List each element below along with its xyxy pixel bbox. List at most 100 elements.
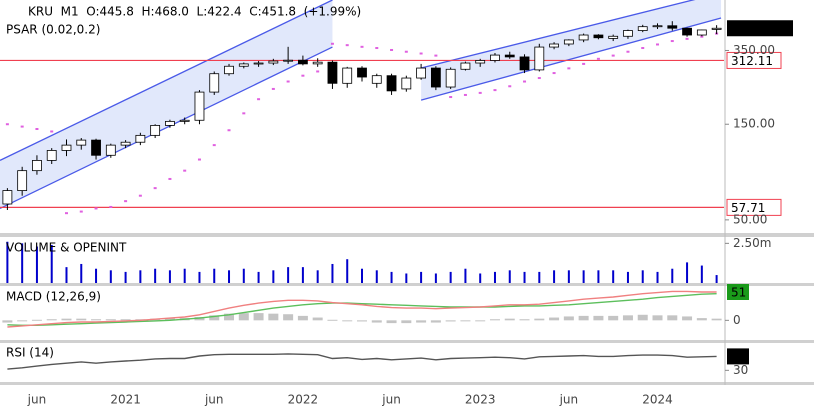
y-tick-label: 0 — [733, 313, 741, 327]
candle-body — [253, 62, 264, 65]
volume-bar — [228, 270, 231, 283]
y-tick-label: 350.00 — [733, 43, 775, 57]
psar-dot — [611, 54, 615, 57]
level-label: 312.11 — [731, 54, 773, 68]
volume-bar — [656, 271, 659, 283]
volume-bar — [316, 270, 319, 283]
psar-dot — [5, 123, 9, 126]
psar-dot — [523, 80, 527, 83]
last-value-label: 51 — [731, 286, 746, 300]
psar-dot — [20, 125, 24, 128]
macd-histogram-bar — [608, 315, 619, 321]
candle-body — [342, 67, 353, 84]
volume-bar — [287, 267, 290, 283]
psar-dot — [375, 47, 379, 50]
psar-dot — [153, 187, 157, 190]
macd-histogram-bar — [209, 315, 220, 321]
candle-body — [386, 75, 397, 92]
psar-dot — [582, 62, 586, 65]
macd-histogram-bar — [297, 315, 308, 321]
volume-bar — [715, 275, 718, 283]
psar-dot — [227, 129, 231, 132]
volume-bar — [508, 270, 511, 283]
volume-bar — [242, 268, 245, 283]
psar-dot — [109, 205, 113, 208]
candle-body — [637, 26, 648, 31]
macd-histogram-bar — [549, 317, 560, 321]
volume-bar — [420, 271, 423, 283]
volume-bar — [139, 270, 142, 283]
level-label-box — [726, 198, 782, 216]
y-tick-label: 50.00 — [733, 212, 767, 226]
volume-bar — [479, 273, 482, 283]
candle-body — [165, 120, 175, 126]
rsi-line — [7, 353, 717, 370]
candle-body — [2, 190, 13, 205]
channel-upper — [0, 0, 333, 161]
candle-body — [667, 25, 678, 29]
macd-histogram-bar — [460, 320, 471, 322]
volume-bar — [375, 270, 378, 283]
psar-dot — [94, 207, 98, 210]
channel-fill — [421, 0, 722, 101]
channel-lower — [420, 17, 722, 101]
channel-fill — [0, 0, 333, 209]
level-label-box — [726, 51, 782, 69]
macd-histogram-bar — [667, 315, 678, 321]
psar-dot — [257, 98, 261, 101]
volume-bar — [80, 263, 83, 283]
macd-line — [7, 290, 717, 328]
macd-histogram-bar — [430, 320, 441, 323]
macd-histogram-bar — [61, 318, 72, 321]
level-label: 57.71 — [731, 201, 765, 215]
volume-bar — [434, 273, 437, 283]
macd-histogram-bar — [401, 320, 412, 324]
volume-bar — [405, 273, 408, 283]
psar-dot — [700, 35, 704, 38]
panel-title: RSI (14) — [6, 346, 54, 360]
x-tick-label: 2024 — [642, 393, 673, 407]
candle-body — [61, 144, 72, 151]
candle-body — [297, 59, 308, 65]
candle-body — [608, 35, 619, 39]
x-tick-label: jun — [204, 393, 224, 407]
psar-dot — [685, 37, 689, 40]
psar-dot — [493, 89, 497, 92]
macd-histogram-bar — [283, 314, 294, 321]
macd-histogram-bar — [2, 320, 13, 323]
volume-bar — [21, 243, 24, 283]
volume-bar — [168, 270, 171, 283]
macd-histogram-bar — [652, 315, 663, 321]
x-tick-label: jun — [559, 393, 579, 407]
macd-histogram-bar — [312, 317, 323, 321]
macd-histogram-bar — [357, 320, 367, 322]
volume-bar — [582, 270, 585, 283]
psar-dot — [212, 144, 216, 147]
volume-bar — [50, 244, 53, 283]
psar-dot — [168, 177, 172, 180]
volume-bar — [553, 270, 556, 283]
candle-body — [91, 139, 101, 156]
candle-body — [283, 59, 294, 62]
volume-bar — [183, 268, 186, 283]
psar-dot — [419, 52, 423, 55]
macd-histogram-bar — [238, 313, 249, 321]
volume-bar — [198, 271, 201, 283]
volume-bar — [124, 271, 127, 283]
channel-lower — [0, 46, 333, 210]
psar-dot — [183, 169, 187, 172]
macd-histogram-bar — [637, 314, 648, 321]
macd-histogram-bar — [682, 316, 693, 321]
indicator-label: PSAR (0.02,0.2) — [6, 23, 100, 37]
psar-dot — [345, 44, 349, 47]
volume-bar — [65, 267, 68, 283]
candle-body — [371, 75, 382, 84]
candle-body — [490, 54, 500, 61]
volume-bar — [361, 268, 363, 283]
macd-histogram-bar — [91, 319, 102, 321]
macd-histogram-bar — [224, 313, 235, 321]
volume-bar — [686, 262, 689, 283]
psar-dot — [552, 72, 556, 75]
chart-title: KRU M1 O:445.8 H:468.0 L:422.4 C:451.8 (… — [28, 5, 361, 19]
macd-histogram-bar — [711, 318, 722, 321]
